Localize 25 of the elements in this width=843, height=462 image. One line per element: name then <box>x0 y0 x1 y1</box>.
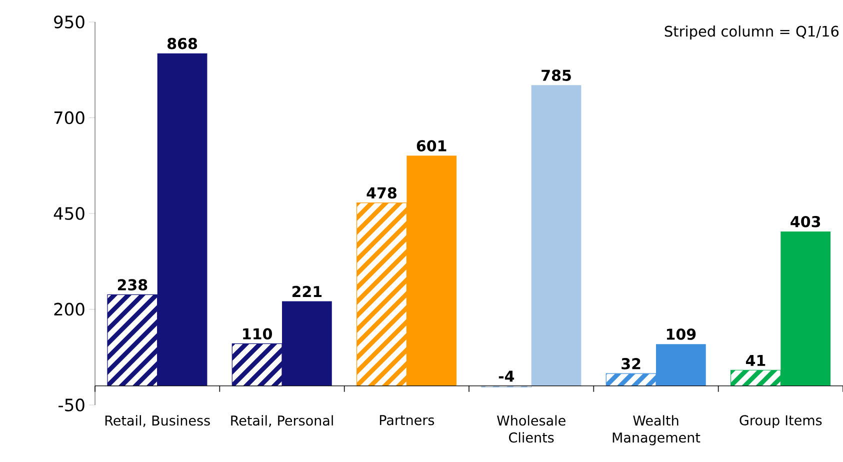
data-label: 403 <box>790 216 820 228</box>
x-tick-label: Retail, Business <box>105 415 210 428</box>
x-tick-label: Group Items <box>740 415 822 428</box>
y-tick-label: 950 <box>54 16 84 28</box>
x-tick-label: Wealth Management <box>612 415 700 446</box>
data-label: 32 <box>622 358 640 370</box>
y-tick-label: 450 <box>54 207 84 220</box>
data-label: 601 <box>416 140 446 152</box>
data-label: 785 <box>542 70 571 81</box>
data-label: 238 <box>118 279 148 290</box>
x-tick-label: Wholesale Clients <box>496 415 566 443</box>
annotation: Striped column = Q1/16 <box>664 26 839 40</box>
data-label: 41 <box>746 355 766 366</box>
y-tick-label: 700 <box>54 111 84 124</box>
data-label: 221 <box>292 286 322 297</box>
y-tick-label: 200 <box>54 302 84 316</box>
x-tick-label: Partners <box>380 415 434 426</box>
data-label: 478 <box>366 187 396 199</box>
data-label: -4 <box>498 370 514 382</box>
x-tick-label: Retail, Personal <box>231 415 333 428</box>
data-label: 110 <box>243 328 272 340</box>
y-tick-label: -50 <box>58 398 84 412</box>
data-label: 109 <box>666 328 696 340</box>
data-label: 868 <box>168 38 197 50</box>
bar <box>531 85 582 386</box>
